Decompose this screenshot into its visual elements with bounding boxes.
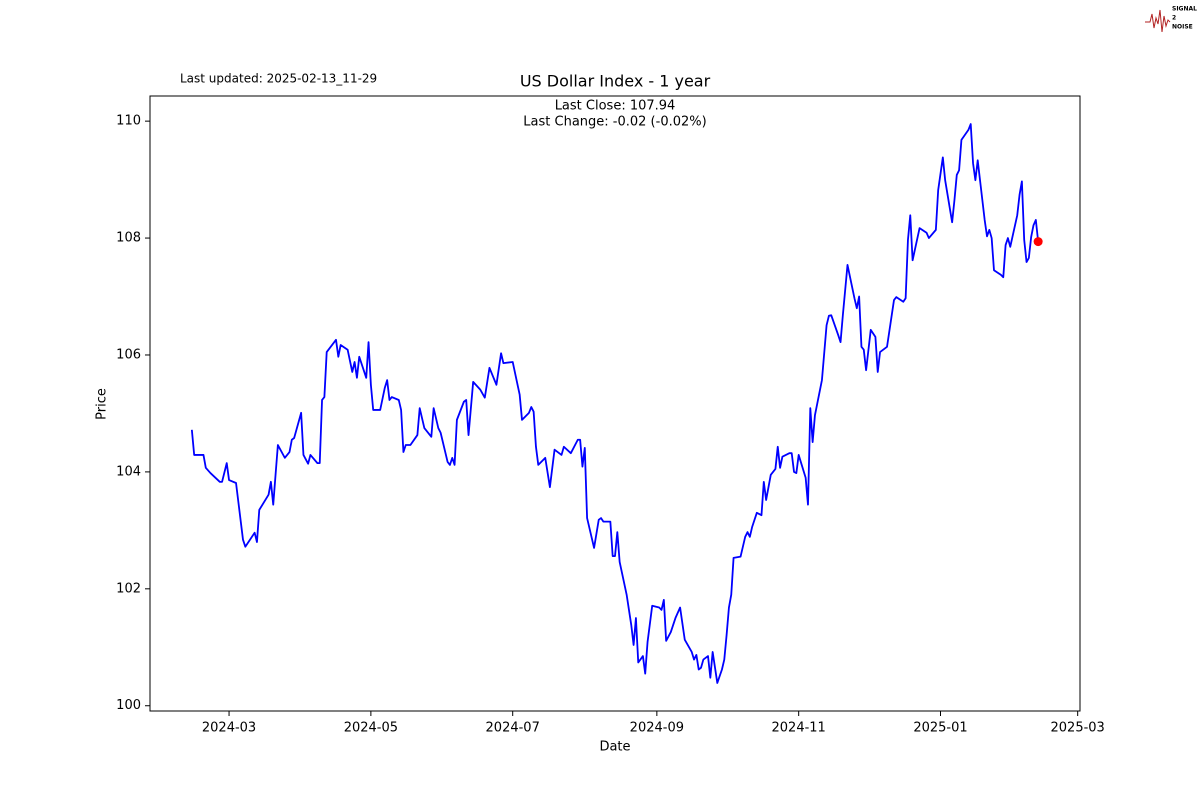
- last-point: [1033, 237, 1043, 247]
- logo-wave: [1145, 9, 1171, 33]
- x-tick-label: 2024-11: [772, 721, 826, 736]
- annotation: Last Close: 107.94: [555, 99, 676, 114]
- y-axis-label: Price: [95, 388, 110, 420]
- logo: SIGNAL 2 NOISE: [1145, 6, 1197, 33]
- annotation: Last Change: -0.02 (-0.02%): [523, 115, 706, 130]
- x-axis-label: Date: [599, 740, 630, 755]
- y-tick-label: 104: [116, 464, 141, 479]
- logo-text: 2: [1172, 15, 1176, 22]
- x-tick-label: 2025-03: [1051, 721, 1105, 736]
- y-tick-label: 106: [116, 347, 141, 362]
- chart-title: US Dollar Index - 1 year: [520, 72, 711, 91]
- x-tick-label: 2025-01: [913, 721, 967, 736]
- x-tick-label: 2024-03: [202, 721, 256, 736]
- y-tick-label: 100: [116, 698, 141, 713]
- logo-text: NOISE: [1172, 24, 1193, 31]
- y-tick-label: 110: [116, 114, 141, 129]
- y-tick-label: 102: [116, 581, 141, 596]
- plot-frame: [149, 95, 1081, 712]
- x-tick-label: 2024-07: [486, 721, 540, 736]
- x-tick-label: 2024-09: [630, 721, 684, 736]
- subtitle: Last updated: 2025-02-13_11-29: [180, 72, 377, 86]
- x-tick-label: 2024-05: [344, 721, 398, 736]
- y-tick-label: 108: [116, 231, 141, 246]
- logo-text: SIGNAL: [1172, 6, 1197, 13]
- price-line: [190, 123, 1040, 684]
